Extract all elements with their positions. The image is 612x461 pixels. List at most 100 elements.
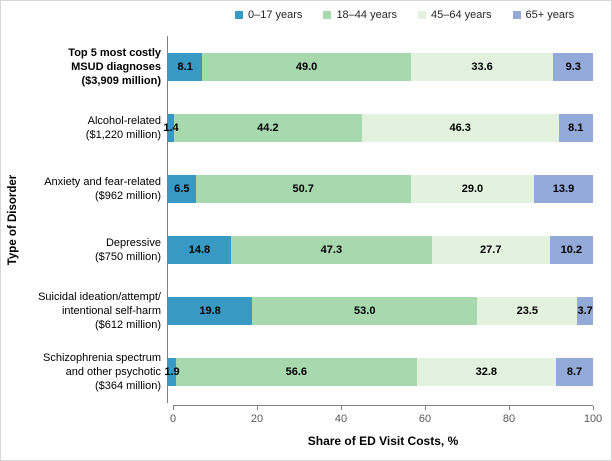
- bar-value-label: 9.3: [565, 60, 581, 73]
- category-label-line: Alcohol-related: [87, 114, 161, 127]
- bar-segment: 44.2: [173, 113, 362, 142]
- bar-value-label: 50.7: [292, 182, 314, 195]
- bar-value-label: 10.2: [560, 244, 583, 257]
- legend-item: 65+ years: [512, 9, 574, 21]
- x-tick-mark: [509, 406, 510, 410]
- x-tick-mark: [425, 406, 426, 410]
- category-label-line: ($962 million): [94, 189, 161, 202]
- bar-segment: 29.0: [410, 174, 534, 203]
- bar-value-label: 8.1: [177, 60, 193, 73]
- legend-label: 18–44 years: [336, 9, 397, 21]
- bar-segment: 32.8: [416, 358, 556, 387]
- bar-value-label: 8.1: [568, 121, 584, 134]
- bar-segment: 9.3: [553, 52, 593, 81]
- bar-segment: 3.7: [577, 297, 593, 326]
- bar-segment: 8.1: [558, 113, 593, 142]
- bar-value-label: 33.6: [471, 60, 493, 73]
- bar-segment: 47.3: [230, 236, 432, 265]
- bar-segment: 13.9: [533, 174, 593, 203]
- category-label-line: Suicidal ideation/attempt/: [38, 291, 161, 304]
- bar-segment: 46.3: [361, 113, 559, 142]
- category-label: Depressive ($750 million): [1, 236, 167, 264]
- category-label: Suicidal ideation/attempt/intentional se…: [1, 290, 167, 332]
- bar-value-label: 49.0: [295, 60, 318, 73]
- bar-segment: 33.6: [410, 52, 554, 81]
- x-tick-mark: [173, 406, 174, 410]
- bar-track: 6.5 50.7 29.0 13.9: [167, 158, 593, 220]
- legend-label: 45–64 years: [430, 9, 492, 21]
- category-label: Anxiety and fear-related ($962 million): [1, 175, 167, 203]
- chart-row: Schizophrenia spectrum and other psychoti…: [1, 341, 593, 404]
- bar-value-label: 6.5: [174, 182, 190, 195]
- bar-value-label: 19.8: [199, 305, 221, 318]
- bar-value-label: 44.2: [257, 121, 279, 134]
- bar-value-label: 23.5: [516, 305, 539, 318]
- chart-row: Top 5 most costly MSUD diagnoses ($3,909 m…: [1, 36, 593, 98]
- bar-segment: 27.7: [431, 236, 550, 265]
- bar-segment: 14.8: [168, 236, 231, 265]
- x-tick-label: 0: [169, 413, 177, 425]
- legend-item: 0–17 years: [235, 9, 302, 21]
- category-label-line: Top 5 most costly: [68, 46, 161, 59]
- category-label-line: Depressive: [105, 237, 161, 250]
- legend-item: 45–64 years: [417, 9, 492, 21]
- category-label: Schizophrenia spectrum and other psychoti…: [1, 351, 167, 393]
- bar-value-label: 14.8: [188, 244, 211, 257]
- bar-value-label: 32.8: [475, 366, 498, 379]
- stacked-bar: 1.9 56.6 32.8 8.7: [164, 358, 593, 387]
- x-tick-mark: [257, 406, 258, 410]
- stacked-bar: 14.8 47.3 27.7 10.2: [168, 236, 593, 265]
- bar-value-label: 27.7: [480, 244, 502, 257]
- category-label: Top 5 most costly MSUD diagnoses ($3,909 m…: [1, 46, 167, 88]
- bar-value-label: 29.0: [461, 182, 484, 195]
- bar-segment: 1.9: [164, 358, 180, 387]
- bar-segment: 49.0: [202, 52, 411, 81]
- x-axis-title: Share of ED Visit Costs, %: [307, 434, 459, 448]
- bar-track: 1.4 44.2 46.3 8.1: [163, 97, 593, 159]
- bar-value-label: 53.0: [354, 305, 376, 318]
- stacked-bar: 8.1 49.0 33.6 9.3: [168, 52, 593, 81]
- x-tick-label: 40: [334, 413, 348, 425]
- category-label-line: ($3,909 million): [81, 74, 161, 87]
- x-tick-label: 100: [583, 413, 603, 425]
- bar-track: 14.8 47.3 27.7 10.2: [167, 219, 593, 281]
- bar-value-label: 46.3: [449, 121, 471, 134]
- category-label-line: and other psychotic: [65, 366, 161, 379]
- legend-item: 18–44 years: [323, 9, 397, 21]
- stacked-bar: 6.5 50.7 29.0 13.9: [168, 174, 593, 203]
- category-label-line: ($612 million): [94, 319, 161, 332]
- x-tick-label: 20: [250, 413, 264, 425]
- bar-segment: 6.5: [168, 174, 196, 203]
- category-label-line: ($364 million): [94, 380, 161, 393]
- bar-value-label: 56.6: [285, 366, 308, 379]
- chart-row: Depressive ($750 million) 14.8 47.3 27.7 10.2: [1, 219, 593, 281]
- bar-segment: 50.7: [195, 174, 411, 203]
- x-tick-label: 60: [418, 413, 432, 425]
- category-label-line: Schizophrenia spectrum: [42, 352, 161, 365]
- chart-row: Suicidal ideation/attempt/intentional se…: [1, 280, 593, 342]
- bar-value-label: 8.7: [566, 366, 583, 379]
- bar-segment: 8.7: [556, 358, 593, 387]
- chart-row: Anxiety and fear-related ($962 million) 6.…: [1, 158, 593, 220]
- category-label-line: ($1,220 million): [85, 128, 161, 141]
- stacked-bar: 1.4 44.2 46.3 8.1: [163, 113, 593, 142]
- bar-track: 8.1 49.0 33.6 9.3: [167, 36, 593, 98]
- bar-value-label: 13.9: [552, 182, 575, 195]
- bar-segment: 53.0: [252, 297, 478, 326]
- chart-row: Alcohol-related ($1,220 million) 1.4 44.2 46…: [1, 97, 593, 159]
- bar-value-label: 1.9: [164, 366, 180, 379]
- category-label-line: ($750 million): [94, 251, 161, 264]
- bar-segment: 23.5: [477, 297, 578, 326]
- bar-track: 19.8 53.0 23.5 3.7: [167, 280, 593, 342]
- bar-segment: 10.2: [549, 236, 593, 265]
- legend-swatch-icon: [417, 11, 426, 19]
- stacked-bar: 19.8 53.0 23.5 3.7: [168, 297, 593, 326]
- bar-track: 1.9 56.6 32.8 8.7: [164, 341, 593, 404]
- legend-swatch-icon: [235, 11, 243, 19]
- chart-rows: Top 5 most costly MSUD diagnoses ($3,909 m…: [1, 36, 593, 404]
- x-tick-mark: [593, 406, 594, 410]
- chart-legend: 0–17 years 18–44 years 45–64 years 65+ year…: [235, 9, 595, 21]
- category-label-line: Anxiety and fear-related: [44, 175, 161, 188]
- bar-value-label: 47.3: [320, 244, 343, 257]
